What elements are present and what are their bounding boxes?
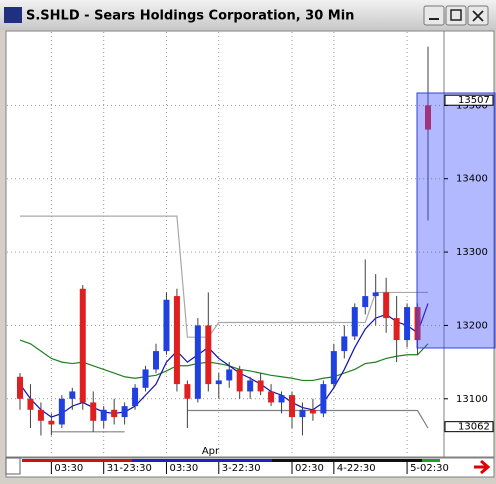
price-tag-label: 13507 — [458, 95, 490, 106]
y-tick-label: 13100 — [456, 394, 488, 405]
indicator-line — [19, 339, 429, 382]
candle-body — [309, 409, 316, 414]
candle-body — [257, 380, 264, 392]
candle-body — [330, 351, 337, 385]
app-icon — [4, 7, 22, 23]
x-tick-label: 02:30 — [295, 463, 324, 474]
candle-body — [69, 391, 76, 399]
candle-body — [236, 369, 243, 392]
y-tick-label: 13200 — [456, 320, 488, 331]
candle-body — [163, 299, 170, 352]
maximize-button[interactable] — [445, 5, 467, 26]
maximize-icon — [450, 9, 462, 21]
x-tick-label: 4-22:30 — [337, 463, 376, 474]
candle-body — [404, 307, 411, 341]
x-tick-label: 03:30 — [54, 463, 83, 474]
selection-highlight — [416, 92, 496, 349]
candle-body — [17, 376, 23, 399]
candle-body — [278, 395, 285, 403]
candle-body — [27, 398, 34, 410]
candle-body — [100, 409, 107, 421]
candle-body — [393, 318, 400, 341]
time-strip — [22, 459, 132, 462]
candle-body — [153, 351, 159, 370]
candle-body — [90, 402, 97, 421]
candle-body — [320, 384, 327, 414]
candle-body — [372, 292, 379, 297]
time-strip — [422, 459, 440, 462]
close-icon — [472, 10, 484, 22]
time-strip — [132, 459, 272, 462]
candle-body — [362, 296, 369, 308]
x-tick-label: 31-23:30 — [107, 463, 152, 474]
candle-body — [173, 296, 180, 385]
candle-body — [58, 398, 65, 425]
corner-box[interactable] — [5, 457, 21, 475]
time-strip — [272, 459, 422, 462]
window-buttons[interactable] — [423, 5, 489, 26]
plot-area — [5, 30, 445, 458]
y-tick-label: 13500 — [456, 100, 488, 111]
annotation: Apr — [202, 446, 220, 457]
candle-body — [79, 288, 86, 403]
candle-body — [299, 409, 306, 418]
candle-body — [111, 409, 118, 418]
y-tick-label: 13300 — [456, 247, 488, 258]
candle-body — [383, 292, 390, 319]
indicator-line — [51, 409, 429, 433]
x-tick-label: 5-02:30 — [410, 463, 449, 474]
candle-body — [121, 406, 128, 418]
y-tick-label: 13400 — [456, 174, 488, 185]
candle-body — [132, 387, 139, 407]
price-tag-label: 13062 — [458, 422, 490, 433]
candle-body — [142, 369, 149, 388]
candle-body — [414, 307, 421, 341]
x-tick-label: 3-22:30 — [222, 463, 261, 474]
candle-body — [215, 380, 222, 385]
candle-body — [48, 420, 55, 425]
candle-body — [226, 369, 233, 381]
candle-body — [351, 307, 358, 337]
candle-body — [425, 105, 431, 130]
candle-body — [37, 409, 44, 421]
candle-body — [247, 380, 254, 392]
price-tag — [444, 421, 494, 433]
candle-body — [289, 395, 295, 418]
candle-body — [205, 325, 212, 385]
axis-labels: 13100 13200 13300 13400 13500 03:30 31-23:30 03… — [50, 94, 494, 474]
window-title: S.SHLD - Sears Holdings Corporation, 30 … — [26, 9, 354, 24]
scroll-arrow[interactable] — [474, 459, 491, 475]
indicator-line — [20, 215, 428, 338]
price-tag — [444, 94, 494, 106]
x-tick-label: 03:30 — [169, 463, 198, 474]
minimize-button[interactable] — [423, 5, 445, 26]
candle-body — [268, 391, 275, 403]
plot — [7, 32, 443, 456]
candle-body — [184, 384, 191, 399]
indicator-line — [19, 303, 429, 418]
candle-body — [194, 325, 201, 399]
title-bar — [0, 0, 496, 30]
candle-body — [341, 336, 348, 352]
